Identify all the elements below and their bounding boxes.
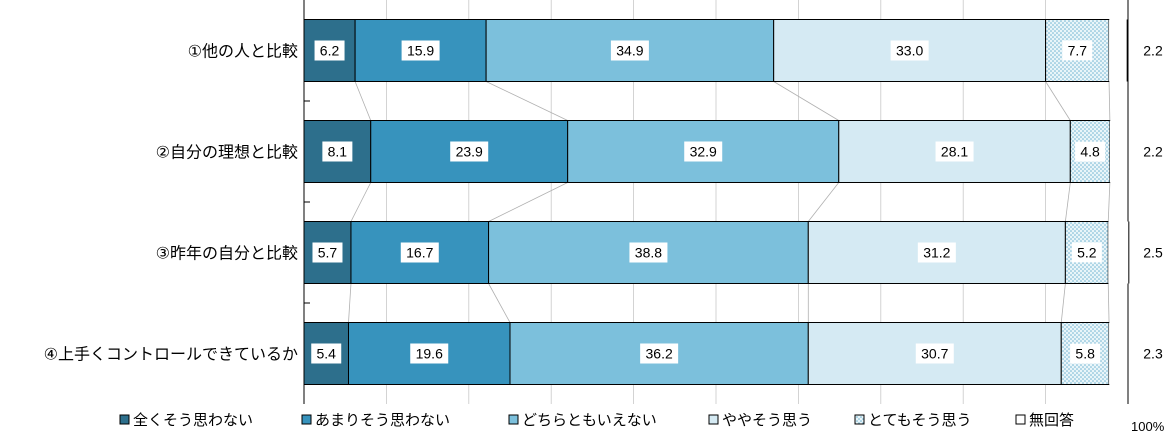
value-label-box <box>1070 343 1101 364</box>
legend-swatch <box>854 414 865 425</box>
series-connector <box>1107 182 1111 222</box>
value-label-box <box>401 40 440 61</box>
value-label: 38.8 <box>635 245 662 261</box>
series-connector <box>1064 182 1071 222</box>
bar-segment <box>1109 19 1128 82</box>
bar-segment <box>1109 120 1128 183</box>
bar-segment <box>1060 322 1110 385</box>
value-label-box <box>610 40 649 61</box>
series-connector <box>348 283 352 323</box>
legend-label: どちらともいえない <box>522 411 657 429</box>
legend-swatch <box>301 414 312 425</box>
value-label: 2.2 <box>1143 43 1163 59</box>
legend-swatch <box>508 414 519 425</box>
series-connector <box>350 182 372 222</box>
category-label: ②自分の理想と比較 <box>156 143 298 162</box>
category-label: ③昨年の自分と比較 <box>156 244 298 263</box>
labels: ①他の人と比較 6.2 15.9 34.9 33.0 7.7 2.2 ②自分の理想と比較 8.1… <box>44 40 1163 364</box>
legend-label: あまりそう思わない <box>315 411 450 429</box>
value-label: 32.9 <box>690 144 717 160</box>
value-label-box <box>450 141 489 162</box>
series-connector <box>488 182 568 222</box>
value-label: 2.5 <box>1143 245 1163 261</box>
value-label: 2.2 <box>1143 144 1163 160</box>
series-connector <box>773 81 839 121</box>
value-label: 8.1 <box>328 144 348 160</box>
value-label-box <box>915 343 954 364</box>
value-label-box <box>917 242 956 263</box>
value-label-box <box>312 242 343 263</box>
value-label-box <box>311 343 342 364</box>
legend-label: 無回答 <box>1029 411 1074 429</box>
series-connector <box>807 182 840 222</box>
series-connector <box>488 283 511 323</box>
value-label: 2.3 <box>1143 346 1163 362</box>
value-label: 5.2 <box>1077 245 1097 261</box>
value-label-box <box>1071 242 1102 263</box>
category-label: ①他の人と比較 <box>188 42 298 61</box>
value-label: 5.8 <box>1075 346 1095 362</box>
value-label: 4.8 <box>1080 144 1100 160</box>
legend-swatch <box>708 414 719 425</box>
value-label: 36.2 <box>646 346 673 362</box>
value-label: 28.1 <box>941 144 968 160</box>
value-label-box <box>314 40 345 61</box>
value-label: 6.2 <box>320 43 340 59</box>
value-label: 15.9 <box>407 43 434 59</box>
value-label-box <box>684 141 723 162</box>
value-label: 5.7 <box>318 245 338 261</box>
legend-swatch <box>119 414 130 425</box>
value-label-box <box>410 343 449 364</box>
value-label: 5.4 <box>317 346 337 362</box>
legend-swatch <box>1015 414 1026 425</box>
value-label: 19.6 <box>416 346 443 362</box>
value-label: 30.7 <box>921 346 948 362</box>
value-label-box <box>322 141 353 162</box>
axis-end-label: 100% <box>1131 419 1165 434</box>
bar-segment <box>1108 221 1129 284</box>
value-label-box <box>629 242 668 263</box>
value-label: 31.2 <box>923 245 950 261</box>
value-label: 7.7 <box>1068 43 1088 59</box>
series-connector <box>1045 81 1071 121</box>
series-connector <box>1060 283 1066 323</box>
value-label-box <box>935 141 974 162</box>
bar-segment <box>1109 322 1128 385</box>
legend-label: とてもそう思う <box>868 411 972 429</box>
value-label: 16.7 <box>406 245 433 261</box>
series-connector <box>1108 81 1111 121</box>
value-label-box <box>890 40 929 61</box>
series-connector <box>354 81 372 121</box>
bars <box>303 19 1130 385</box>
connector-lines <box>348 81 1111 323</box>
category-label: ④上手くコントロールできているか <box>44 345 298 364</box>
value-label-box <box>1075 141 1106 162</box>
value-label: 23.9 <box>456 144 483 160</box>
value-label: 34.9 <box>616 43 643 59</box>
value-label: 33.0 <box>896 43 923 59</box>
legend: 全くそう思わない あまりそう思わない どちらともいえない ややそう思う とてもそう思う 無… <box>119 411 1165 434</box>
legend-label: 全くそう思わない <box>133 411 253 429</box>
value-label-box <box>400 242 439 263</box>
series-connector <box>485 81 568 121</box>
value-label-box <box>1062 40 1093 61</box>
value-label-box <box>640 343 679 364</box>
series-connector <box>1107 283 1110 323</box>
legend-label: ややそう思う <box>722 411 812 429</box>
